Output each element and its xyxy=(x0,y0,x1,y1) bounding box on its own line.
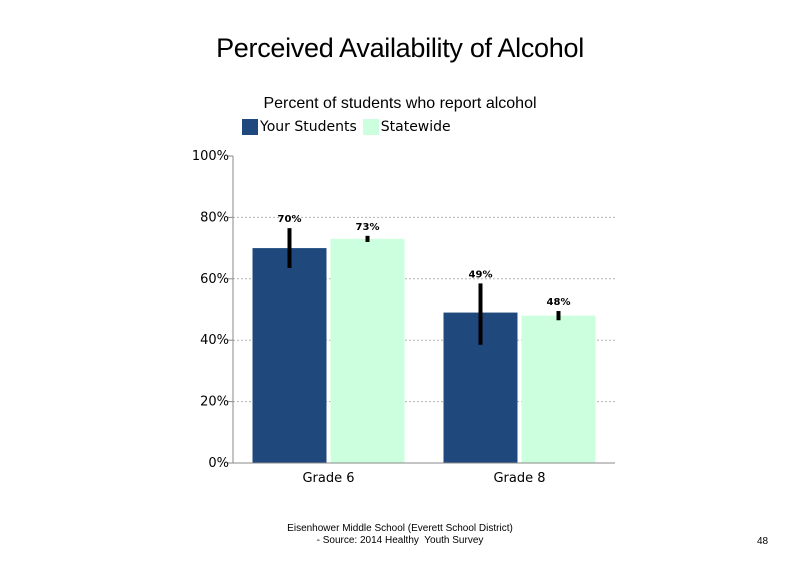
data-label: 70% xyxy=(278,214,302,225)
legend: Your Students Statewide xyxy=(242,117,457,137)
footer-source: - Source: 2014 Healthy Youth Survey xyxy=(316,535,484,546)
y-tick-label: 100% xyxy=(192,149,229,164)
y-tick-label: 20% xyxy=(200,395,229,410)
page-number: 48 xyxy=(757,536,769,547)
legend-swatch-statewide xyxy=(362,119,379,135)
x-tick-label: Grade 6 xyxy=(302,471,354,486)
legend-item-your-students: Your Students xyxy=(242,119,357,135)
data-label: 48% xyxy=(547,297,571,308)
data-label: 49% xyxy=(469,269,493,280)
legend-item-statewide: Statewide xyxy=(362,119,451,135)
y-tick-label: 0% xyxy=(208,456,229,471)
legend-swatch-your-students xyxy=(242,119,258,135)
footer-school: Eisenhower Middle School (Everett School… xyxy=(287,523,513,534)
legend-label-statewide: Statewide xyxy=(380,119,451,135)
bar xyxy=(252,248,327,463)
footer: Eisenhower Middle School (Everett School… xyxy=(200,523,600,547)
legend-label-your-students: Your Students xyxy=(260,119,357,135)
bar xyxy=(330,238,405,463)
y-tick-label: 60% xyxy=(200,272,229,287)
x-tick-label: Grade 8 xyxy=(493,471,545,486)
bar xyxy=(521,315,596,463)
chart-title: Perceived Availability of Alcohol xyxy=(216,33,584,63)
y-tick-label: 80% xyxy=(200,210,229,225)
chart-subtitle: Percent of students who report alcohol xyxy=(263,95,537,112)
y-tick-label: 40% xyxy=(200,333,229,348)
data-label: 73% xyxy=(356,222,380,233)
